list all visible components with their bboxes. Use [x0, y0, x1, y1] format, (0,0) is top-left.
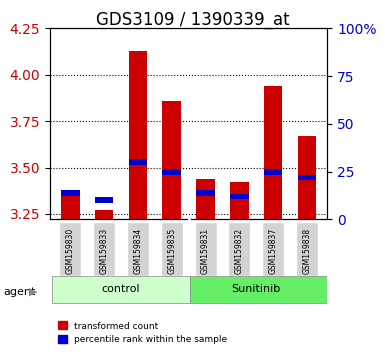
Bar: [298, 175, 316, 180]
Bar: [264, 86, 283, 219]
Bar: [61, 190, 80, 195]
Text: GSM159834: GSM159834: [134, 228, 142, 274]
Text: GSM159832: GSM159832: [235, 228, 244, 274]
Bar: [230, 194, 249, 199]
Bar: [95, 198, 114, 203]
Bar: [61, 190, 80, 219]
Bar: [196, 179, 215, 219]
Bar: [162, 169, 181, 175]
Text: GDS3109 / 1390339_at: GDS3109 / 1390339_at: [96, 11, 289, 29]
Text: GSM159835: GSM159835: [167, 228, 176, 274]
Text: GSM159837: GSM159837: [269, 228, 278, 274]
Bar: [230, 182, 249, 219]
Bar: [264, 169, 283, 175]
Bar: [129, 159, 147, 165]
FancyBboxPatch shape: [190, 276, 329, 303]
Text: agent: agent: [4, 287, 36, 297]
FancyBboxPatch shape: [127, 222, 149, 276]
FancyBboxPatch shape: [161, 222, 183, 276]
Text: GSM159838: GSM159838: [303, 228, 311, 274]
FancyBboxPatch shape: [194, 222, 216, 276]
Text: control: control: [102, 284, 141, 295]
Text: Sunitinib: Sunitinib: [232, 284, 281, 295]
FancyBboxPatch shape: [52, 276, 190, 303]
Text: GSM159830: GSM159830: [66, 228, 75, 274]
Bar: [129, 51, 147, 219]
FancyBboxPatch shape: [228, 222, 250, 276]
Bar: [196, 190, 215, 195]
Bar: [298, 136, 316, 219]
FancyBboxPatch shape: [296, 222, 318, 276]
FancyBboxPatch shape: [262, 222, 284, 276]
FancyBboxPatch shape: [93, 222, 115, 276]
Bar: [162, 101, 181, 219]
Text: GSM159831: GSM159831: [201, 228, 210, 274]
Legend: transformed count, percentile rank within the sample: transformed count, percentile rank withi…: [55, 318, 231, 348]
FancyBboxPatch shape: [59, 222, 81, 276]
Bar: [95, 210, 114, 219]
Text: GSM159833: GSM159833: [100, 228, 109, 274]
Text: ▶: ▶: [29, 287, 37, 297]
